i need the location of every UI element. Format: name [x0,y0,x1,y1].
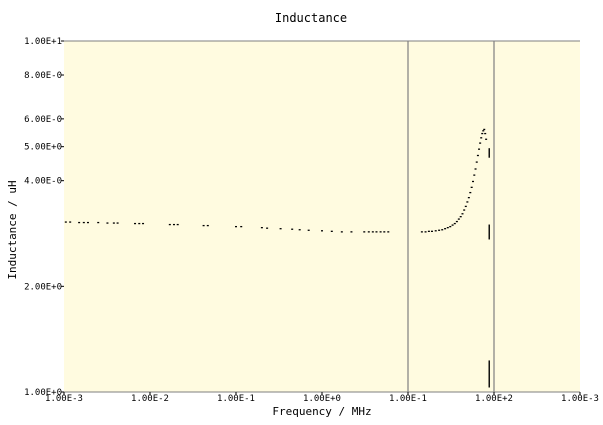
data-point [457,218,460,220]
data-point [112,222,115,224]
data-point [82,221,85,224]
y-tick-label: 4.00E-0 [24,177,62,187]
x-tick-label: 1.00E+0 [303,394,341,404]
data-point [461,213,464,215]
chart-title: Inductance [275,11,347,25]
data-point [467,196,470,199]
data-point [446,227,449,229]
y-tick-label: 6.00E-0 [24,115,62,125]
data-point [453,222,456,225]
data-point [78,221,81,224]
data-point [321,230,323,232]
data-point [172,223,175,226]
data-point [455,220,458,223]
data-point [420,231,423,233]
data-point [340,231,343,233]
data-point [472,180,475,183]
y-axis-ticks: 1.00E+1 8.00E-0 6.00E-0 5.00E+0 4.00E-0 2.00E… [24,37,64,398]
y-tick-label: 1.00E+1 [24,37,62,47]
data-point [291,228,294,230]
data-point [387,231,390,233]
data-point [240,225,243,228]
data-point [441,229,444,231]
data-point [375,231,378,233]
data-point [106,222,109,224]
data-point [466,201,469,203]
data-point [463,209,466,211]
data-point [476,154,479,157]
data-point [481,132,484,135]
x-tick-label: 1.00E-3 [45,394,83,404]
data-point [430,230,433,232]
data-point [424,231,427,233]
data-point [176,223,179,226]
data-point [469,191,472,194]
data-point [473,174,476,176]
y-tick-label: 8.00E-0 [24,71,62,81]
x-tick-label: 1.00E-2 [131,394,169,404]
data-point [134,222,137,225]
data-point [475,161,478,163]
data-point [86,221,89,224]
data-point [479,142,482,144]
data-point [142,222,145,225]
data-point [484,132,487,135]
data-point [459,216,462,218]
x-axis-label: Frequency / MHz [272,405,371,418]
data-point [64,221,67,223]
data-point [451,224,454,226]
data-point [363,231,366,233]
x-axis-ticks: 1.00E-3 1.00E-2 1.00E-1 1.00E+0 1.00E-1 1.00E… [45,392,599,404]
data-point [168,223,171,226]
y-axis-label: Inductance / uH [6,180,19,279]
data-point [116,222,119,224]
data-point [350,231,353,233]
data-point [266,227,269,229]
data-point [138,222,141,225]
data-point [307,229,310,231]
data-point [97,221,100,224]
data-point [474,168,477,170]
y-tick-label: 1.00E+0 [24,388,62,398]
x-tick-label: 1.00E+2 [475,394,513,404]
data-point [379,231,382,233]
vertical-markers [407,41,495,392]
data-point [279,228,282,230]
data-point [330,230,333,232]
data-point [470,186,473,188]
data-point [483,128,486,131]
data-points [64,128,488,233]
data-point [202,224,205,227]
data-point [427,230,430,232]
data-point [298,229,301,231]
y-tick-label: 5.00E+0 [24,143,62,153]
data-point [69,221,72,223]
data-point [464,205,467,208]
data-point [367,231,370,233]
data-point [478,148,481,150]
data-point [434,230,437,232]
x-tick-label: 1.00E-3 [561,394,599,404]
data-point [260,227,263,229]
data-point [482,130,485,132]
data-point [235,225,237,228]
data-point [371,231,374,233]
y-tick-label: 2.00E+0 [24,282,62,292]
x-tick-label: 1.00E-1 [389,394,427,404]
data-point [449,225,452,228]
plot-area [64,41,580,392]
x-tick-label: 1.00E-1 [217,394,255,404]
data-point [485,138,488,140]
data-point [206,224,209,227]
data-point [438,229,441,231]
data-point [480,137,483,139]
data-point [444,228,447,230]
data-point [383,231,386,233]
